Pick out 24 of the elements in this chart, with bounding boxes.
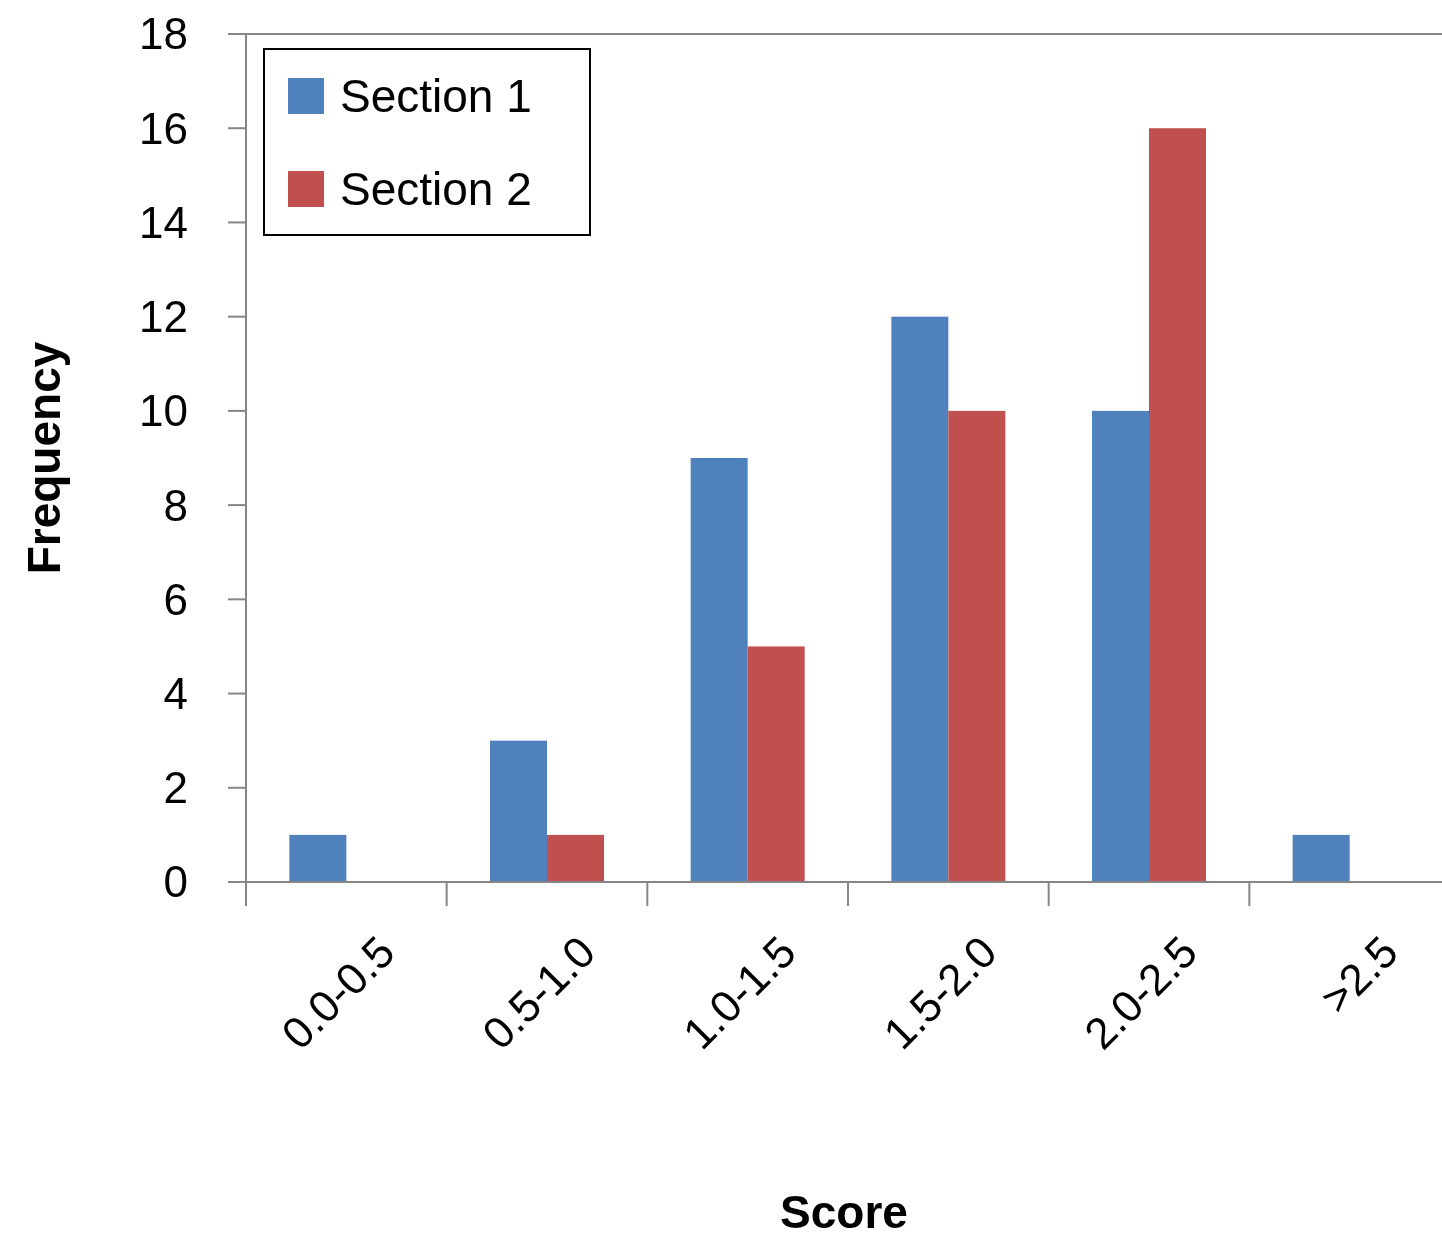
y-tick-label: 4 <box>163 668 188 718</box>
legend-label: Section 1 <box>340 70 532 123</box>
y-axis-title: Frequency <box>18 341 70 575</box>
y-tick-label: 14 <box>139 197 188 247</box>
bar <box>1092 410 1149 882</box>
y-tick-label: 0 <box>163 857 188 907</box>
bar <box>891 316 949 882</box>
bar <box>547 834 604 882</box>
y-tick-label: 16 <box>139 103 188 153</box>
y-tick-label: 2 <box>163 763 188 813</box>
y-tick-label: 12 <box>139 292 188 342</box>
bar <box>747 646 805 882</box>
bar <box>1149 128 1206 882</box>
bar <box>1292 834 1350 882</box>
x-axis-title: Score <box>780 1186 908 1237</box>
bar <box>289 834 347 882</box>
bar <box>948 410 1006 882</box>
y-tick-label: 8 <box>163 480 188 530</box>
bar <box>690 458 748 882</box>
y-tick-label: 10 <box>139 386 188 436</box>
legend-label: Section 2 <box>340 163 532 216</box>
y-tick-label: 6 <box>163 574 188 624</box>
bar <box>490 740 547 882</box>
y-tick-label: 18 <box>139 9 188 59</box>
